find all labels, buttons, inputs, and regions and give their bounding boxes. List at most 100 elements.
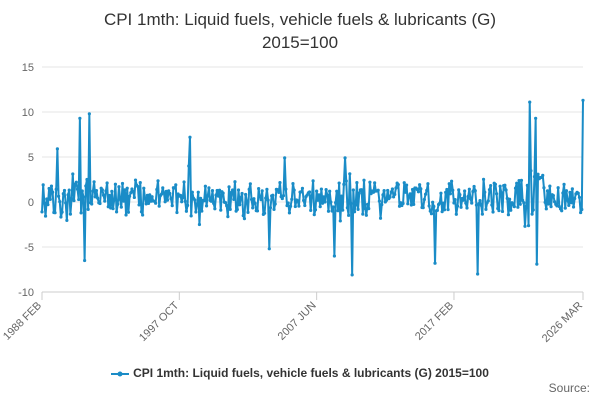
data-point bbox=[329, 200, 333, 204]
legend[interactable]: CPI 1mth: Liquid fuels, vehicle fuels & … bbox=[0, 366, 600, 380]
data-point bbox=[203, 184, 207, 188]
y-axis-ticks: -10 -5 0 5 10 15 bbox=[18, 62, 34, 299]
data-point bbox=[68, 212, 73, 216]
data-point bbox=[384, 198, 389, 202]
data-point bbox=[195, 202, 199, 206]
data-point bbox=[459, 205, 463, 209]
data-point bbox=[105, 181, 109, 185]
data-point bbox=[217, 188, 222, 192]
data-point bbox=[110, 189, 114, 193]
data-point bbox=[229, 190, 234, 195]
data-point bbox=[207, 186, 211, 190]
data-point bbox=[518, 202, 522, 206]
data-point bbox=[130, 187, 134, 191]
data-point bbox=[463, 189, 467, 193]
data-point bbox=[80, 189, 84, 193]
data-point bbox=[313, 208, 318, 212]
data-point bbox=[506, 213, 511, 217]
data-point bbox=[446, 207, 450, 212]
data-point bbox=[113, 182, 117, 186]
data-point bbox=[354, 203, 358, 207]
data-point bbox=[85, 177, 89, 182]
data-point bbox=[320, 201, 325, 205]
data-point bbox=[43, 214, 48, 218]
data-point bbox=[318, 205, 322, 209]
data-point bbox=[188, 135, 192, 139]
data-point bbox=[303, 203, 307, 208]
data-point bbox=[137, 203, 141, 207]
data-point bbox=[186, 203, 190, 207]
data-point bbox=[141, 213, 145, 217]
data-point bbox=[391, 195, 396, 199]
data-point bbox=[378, 216, 383, 220]
data-point bbox=[419, 187, 423, 191]
data-point bbox=[423, 192, 428, 196]
data-point bbox=[381, 193, 385, 197]
data-point bbox=[568, 190, 572, 194]
data-point bbox=[425, 188, 429, 192]
data-point bbox=[569, 201, 573, 205]
data-point bbox=[560, 209, 564, 213]
data-point bbox=[75, 187, 80, 191]
data-point bbox=[360, 188, 364, 192]
data-point bbox=[190, 190, 194, 194]
y-tick-label: -5 bbox=[24, 242, 34, 254]
data-point bbox=[331, 205, 335, 209]
data-point bbox=[100, 188, 104, 192]
data-point bbox=[347, 213, 351, 217]
data-point bbox=[216, 194, 220, 198]
data-point bbox=[562, 182, 566, 186]
data-point bbox=[123, 188, 127, 192]
data-point bbox=[364, 213, 368, 217]
data-point bbox=[497, 208, 501, 213]
data-point bbox=[526, 224, 531, 228]
data-point bbox=[241, 214, 245, 218]
data-point bbox=[432, 204, 436, 209]
data-point bbox=[310, 194, 314, 198]
data-point bbox=[181, 196, 185, 200]
source-credit[interactable]: Source: bbox=[548, 381, 590, 395]
data-point bbox=[465, 206, 469, 210]
data-point bbox=[406, 202, 410, 206]
data-point bbox=[213, 207, 217, 211]
data-point bbox=[165, 198, 170, 202]
data-point bbox=[545, 189, 550, 193]
data-point bbox=[193, 198, 197, 202]
data-point bbox=[472, 184, 476, 189]
data-point bbox=[252, 197, 256, 201]
data-point bbox=[522, 201, 526, 205]
data-point bbox=[530, 212, 534, 216]
data-point bbox=[535, 262, 539, 266]
data-point bbox=[377, 199, 381, 203]
data-point bbox=[62, 188, 67, 193]
data-point bbox=[265, 187, 269, 191]
data-point bbox=[435, 208, 439, 212]
data-point bbox=[536, 172, 540, 176]
data-point bbox=[410, 187, 415, 192]
data-point bbox=[468, 197, 473, 201]
data-point bbox=[94, 188, 99, 193]
data-point bbox=[325, 193, 329, 197]
data-point bbox=[576, 191, 580, 195]
data-point bbox=[447, 182, 451, 186]
data-point bbox=[307, 190, 312, 194]
data-point bbox=[390, 187, 395, 191]
data-point bbox=[84, 184, 88, 188]
data-point bbox=[324, 188, 328, 192]
data-point bbox=[566, 198, 570, 202]
chart-title-line-2: 2015=100 bbox=[261, 33, 339, 52]
data-point bbox=[426, 182, 430, 186]
data-point bbox=[373, 181, 377, 185]
data-point bbox=[118, 197, 122, 201]
data-point bbox=[499, 191, 503, 195]
data-point bbox=[300, 186, 305, 190]
data-point bbox=[363, 207, 367, 211]
data-point bbox=[440, 210, 444, 214]
data-point bbox=[330, 209, 334, 213]
data-point bbox=[277, 190, 281, 194]
data-point bbox=[453, 198, 457, 202]
data-point bbox=[258, 195, 262, 199]
data-point bbox=[41, 183, 45, 187]
data-point bbox=[466, 194, 470, 199]
